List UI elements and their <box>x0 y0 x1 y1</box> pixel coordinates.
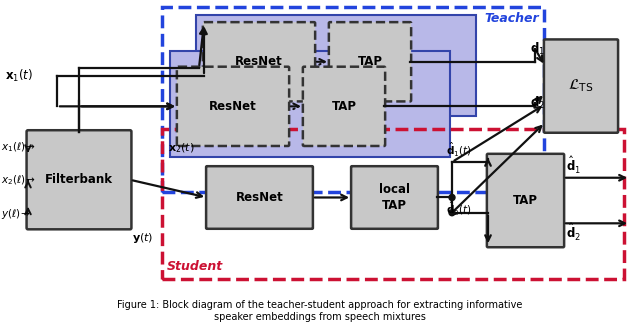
Text: $\hat{\mathbf{d}}_2$: $\hat{\mathbf{d}}_2$ <box>566 222 581 243</box>
Bar <box>162 129 624 278</box>
Text: $\hat{\mathbf{d}}_2(t)$: $\hat{\mathbf{d}}_2(t)$ <box>446 199 472 216</box>
FancyBboxPatch shape <box>487 154 564 247</box>
Text: TAP: TAP <box>513 194 538 207</box>
Text: TAP: TAP <box>382 199 407 212</box>
Text: $\hat{\mathbf{d}}_1(t)$: $\hat{\mathbf{d}}_1(t)$ <box>446 140 472 158</box>
FancyBboxPatch shape <box>196 15 476 116</box>
FancyBboxPatch shape <box>329 22 411 101</box>
FancyBboxPatch shape <box>303 67 385 146</box>
Text: $y(\ell)\!\rightarrow$: $y(\ell)\!\rightarrow$ <box>1 207 30 221</box>
Text: $x_1(\ell)\!\rightarrow$: $x_1(\ell)\!\rightarrow$ <box>1 140 35 154</box>
FancyBboxPatch shape <box>544 39 618 133</box>
FancyBboxPatch shape <box>206 166 313 229</box>
Bar <box>162 7 544 193</box>
Text: ResNet: ResNet <box>209 100 257 113</box>
FancyBboxPatch shape <box>177 67 289 146</box>
FancyBboxPatch shape <box>27 130 131 229</box>
FancyBboxPatch shape <box>351 166 438 229</box>
Text: $\mathbf{d}_1$: $\mathbf{d}_1$ <box>530 41 545 57</box>
Text: Teacher: Teacher <box>484 12 539 25</box>
FancyBboxPatch shape <box>203 22 315 101</box>
Text: $\hat{\mathbf{d}}_1$: $\hat{\mathbf{d}}_1$ <box>566 154 581 175</box>
Text: ResNet: ResNet <box>236 191 284 204</box>
Text: Figure 1: Block diagram of the teacher-student approach for extracting informati: Figure 1: Block diagram of the teacher-s… <box>117 300 523 322</box>
Circle shape <box>449 210 455 216</box>
Text: Filterbank: Filterbank <box>45 173 113 186</box>
Text: $\mathbf{y}(t)$: $\mathbf{y}(t)$ <box>132 231 154 245</box>
Text: $x_2(\ell)\!\rightarrow$: $x_2(\ell)\!\rightarrow$ <box>1 174 35 187</box>
Text: local: local <box>379 183 410 196</box>
Text: $\mathbf{x}_1(t)$: $\mathbf{x}_1(t)$ <box>5 68 33 84</box>
Text: Student: Student <box>167 260 223 274</box>
Text: ResNet: ResNet <box>235 55 283 68</box>
Text: $\mathbf{x}_2(t)$: $\mathbf{x}_2(t)$ <box>168 141 195 155</box>
Text: TAP: TAP <box>358 55 383 68</box>
Text: TAP: TAP <box>332 100 356 113</box>
Text: $\mathcal{L}_{\mathrm{TS}}$: $\mathcal{L}_{\mathrm{TS}}$ <box>568 78 594 94</box>
FancyBboxPatch shape <box>170 51 450 157</box>
Text: $\mathbf{d}_2$: $\mathbf{d}_2$ <box>530 95 545 111</box>
Circle shape <box>449 195 455 200</box>
